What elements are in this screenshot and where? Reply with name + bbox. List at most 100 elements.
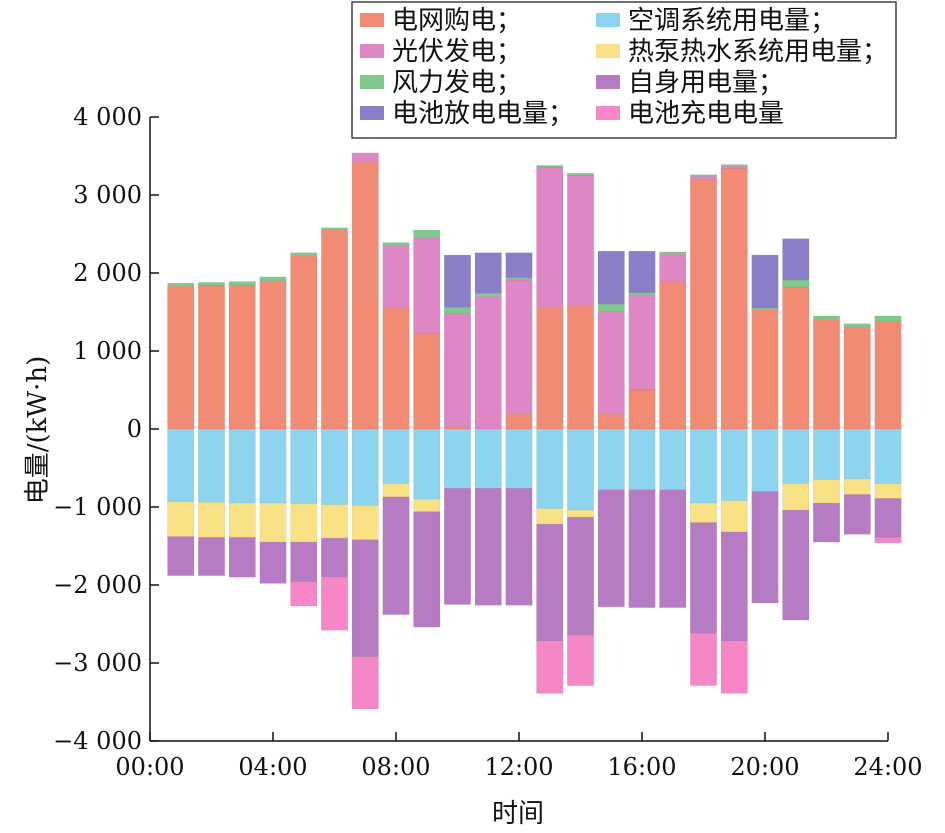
bar-heatpump-24 bbox=[874, 483, 902, 499]
x-tick-label: 00:00 bbox=[115, 753, 184, 781]
bar-heatpump-19 bbox=[720, 500, 748, 533]
bar-pv-18 bbox=[689, 175, 718, 180]
bar-heatpump-5 bbox=[290, 503, 318, 543]
bar-self-10 bbox=[443, 487, 472, 605]
bar-pv-10 bbox=[443, 313, 472, 427]
legend: 电网购电；光伏发电；风力发电；电池放电电量； 空调系统用电量；热泵热水系统用电量；… bbox=[351, 1, 897, 139]
bar-self-3 bbox=[228, 537, 256, 578]
bar-wind-4 bbox=[259, 276, 287, 282]
bar-grid-3 bbox=[228, 285, 256, 430]
legend-swatch-heatpump bbox=[596, 44, 620, 58]
bar-ac-23 bbox=[843, 428, 871, 480]
bar-wind-13 bbox=[536, 165, 564, 168]
y-tick-label: −2 000 bbox=[53, 571, 142, 599]
bar-pv-8 bbox=[382, 245, 410, 309]
bar-self-16 bbox=[628, 489, 656, 608]
bar-self-6 bbox=[320, 537, 349, 578]
bar-ac-7 bbox=[351, 428, 379, 506]
bar-self-13 bbox=[536, 523, 564, 642]
legend-swatch-discharge bbox=[360, 106, 384, 120]
bar-wind-18 bbox=[689, 174, 718, 177]
bar-self-20 bbox=[751, 491, 779, 604]
bar-wind-17 bbox=[659, 251, 687, 255]
bar-charge-19 bbox=[720, 640, 748, 694]
bar-wind-1 bbox=[167, 282, 195, 287]
legend-label-wind: 风力发电； bbox=[392, 68, 522, 98]
bar-pv-19 bbox=[720, 165, 748, 169]
bar-heatpump-9 bbox=[413, 498, 441, 512]
bar-ac-10 bbox=[443, 428, 472, 489]
bar-charge-14 bbox=[566, 634, 595, 686]
x-tick-label: 08:00 bbox=[361, 753, 430, 781]
bar-discharge-16 bbox=[628, 250, 656, 293]
bar-grid-21 bbox=[782, 286, 810, 430]
bar-self-18 bbox=[689, 522, 718, 634]
bar-wind-19 bbox=[720, 164, 748, 167]
bar-grid-5 bbox=[290, 255, 318, 430]
bar-charge-18 bbox=[689, 633, 718, 686]
bar-self-1 bbox=[167, 536, 195, 576]
x-tick-label: 16:00 bbox=[607, 753, 676, 781]
bar-heatpump-1 bbox=[167, 501, 195, 537]
bar-ac-13 bbox=[536, 428, 564, 509]
bar-ac-9 bbox=[413, 428, 441, 500]
y-tick-label: −4 000 bbox=[53, 727, 142, 755]
bar-pv-15 bbox=[597, 310, 625, 415]
y-tick-label: 2 000 bbox=[73, 259, 142, 287]
bar-charge-7 bbox=[351, 656, 379, 710]
y-tick-label: 1 000 bbox=[73, 337, 142, 365]
bar-wind-8 bbox=[382, 242, 410, 247]
bar-ac-19 bbox=[720, 428, 748, 502]
bar-grid-13 bbox=[536, 307, 564, 430]
bar-pv-17 bbox=[659, 253, 687, 282]
bar-ac-3 bbox=[228, 428, 256, 504]
bar-wind-21 bbox=[782, 279, 810, 288]
bar-self-24 bbox=[874, 498, 902, 538]
bar-heatpump-23 bbox=[843, 478, 871, 495]
bar-wind-3 bbox=[228, 281, 256, 286]
bar-ac-18 bbox=[689, 428, 718, 504]
bar-self-11 bbox=[474, 487, 502, 606]
bar-discharge-21 bbox=[782, 238, 810, 281]
bar-discharge-20 bbox=[751, 254, 779, 309]
bars-layer bbox=[167, 152, 902, 710]
bar-pv-11 bbox=[474, 296, 502, 430]
y-tick-label: −1 000 bbox=[53, 493, 142, 521]
bar-charge-13 bbox=[536, 640, 564, 694]
bar-grid-18 bbox=[689, 179, 718, 430]
legend-label-charge: 电池充电电量 bbox=[628, 99, 784, 129]
bar-self-22 bbox=[812, 502, 841, 543]
bar-charge-6 bbox=[320, 576, 349, 631]
bar-heatpump-8 bbox=[382, 483, 410, 498]
bar-wind-16 bbox=[628, 292, 656, 296]
bar-ac-22 bbox=[812, 428, 841, 481]
legend-swatch-ac bbox=[596, 13, 620, 27]
y-tick-label: 0 bbox=[127, 415, 142, 443]
bar-heatpump-18 bbox=[689, 502, 718, 523]
y-tick-label: 4 000 bbox=[73, 103, 142, 131]
x-tick-label: 24:00 bbox=[853, 753, 922, 781]
y-tick-label: −3 000 bbox=[53, 649, 142, 677]
bar-discharge-11 bbox=[474, 252, 502, 294]
bar-self-4 bbox=[259, 541, 287, 584]
x-ticks: 00:00 04:00 08:00 12:00 16:00 20:00 24:00 bbox=[115, 732, 923, 781]
bar-ac-4 bbox=[259, 428, 287, 504]
bar-self-15 bbox=[597, 489, 625, 608]
bar-grid-7 bbox=[351, 161, 379, 430]
bar-self-21 bbox=[782, 509, 810, 621]
legend-label-discharge: 电池放电电量； bbox=[392, 99, 574, 129]
legend-label-self: 自身用电量； bbox=[628, 68, 784, 98]
legend-swatch-wind bbox=[360, 75, 384, 89]
bar-wind-23 bbox=[843, 323, 871, 328]
bar-self-2 bbox=[197, 537, 226, 576]
bar-wind-15 bbox=[597, 303, 625, 312]
bar-self-23 bbox=[843, 494, 871, 535]
bar-wind-24 bbox=[874, 315, 902, 322]
bar-grid-2 bbox=[197, 285, 226, 430]
bar-pv-9 bbox=[413, 237, 441, 334]
bar-grid-20 bbox=[751, 309, 779, 430]
y-axis-title: 电量/(kW·h) bbox=[23, 356, 53, 505]
bar-pv-7 bbox=[351, 152, 379, 163]
bar-wind-6 bbox=[320, 227, 349, 230]
